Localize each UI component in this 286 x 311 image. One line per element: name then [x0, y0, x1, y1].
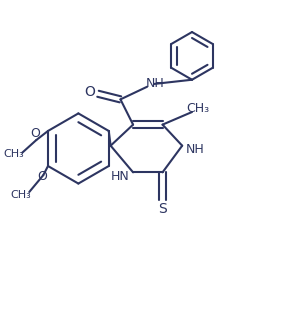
Text: NH: NH [146, 77, 165, 90]
Text: O: O [84, 85, 95, 99]
Text: CH₃: CH₃ [11, 190, 31, 200]
Text: HN: HN [111, 170, 130, 183]
Text: CH₃: CH₃ [187, 102, 210, 115]
Text: NH: NH [185, 143, 204, 156]
Text: CH₃: CH₃ [3, 149, 24, 159]
Text: O: O [30, 127, 40, 140]
Text: O: O [37, 170, 47, 183]
Text: S: S [158, 202, 167, 216]
